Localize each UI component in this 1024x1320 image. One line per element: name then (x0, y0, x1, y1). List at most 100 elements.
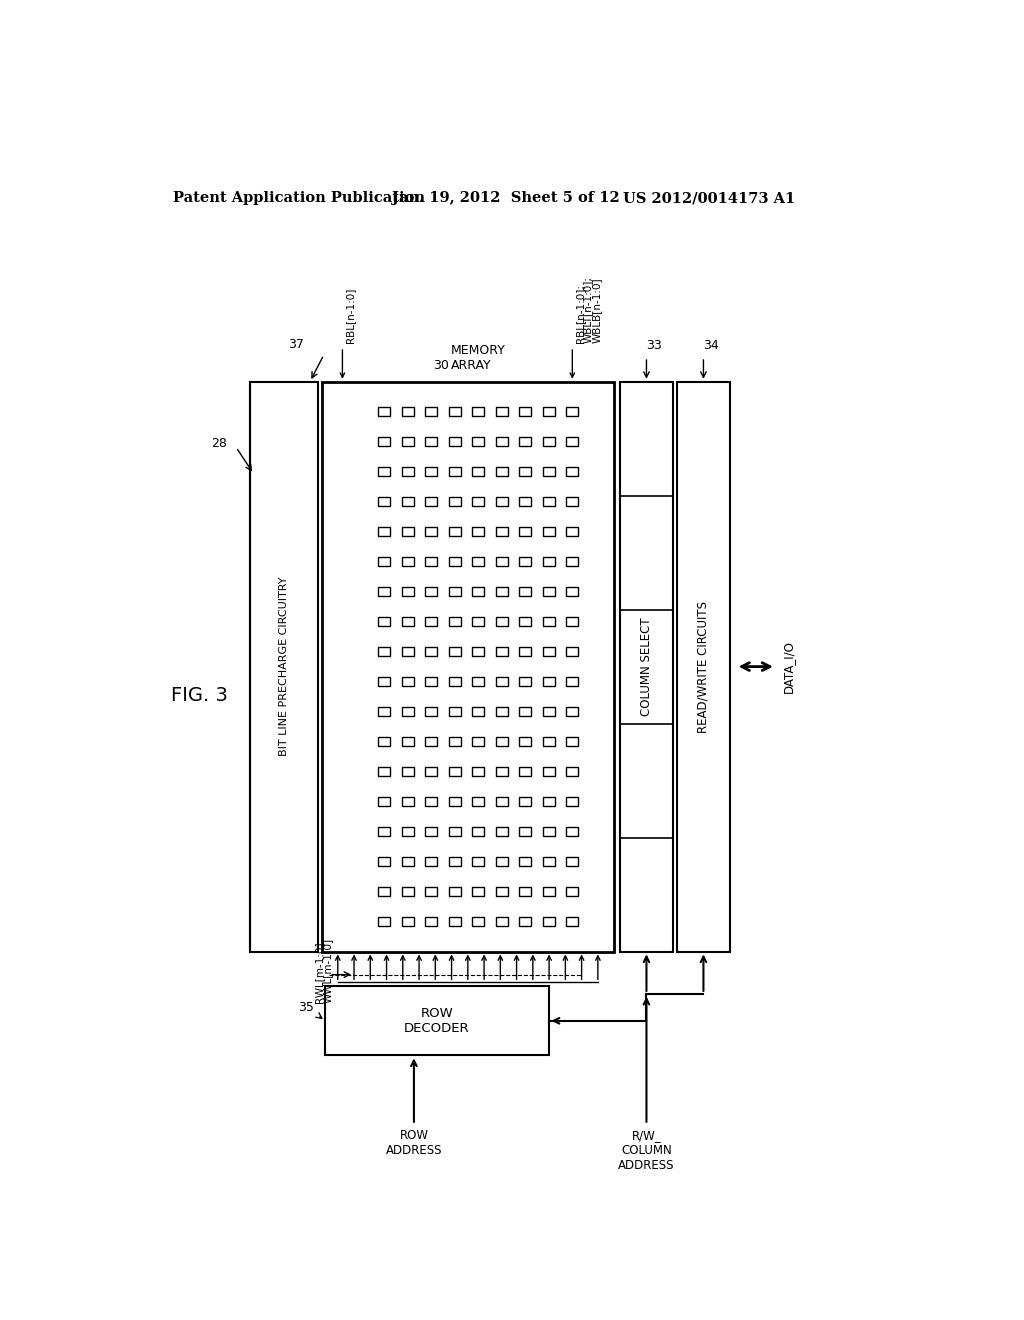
Bar (425, 437, 437, 446)
Bar (496, 467, 508, 477)
Bar (401, 527, 414, 536)
Bar (425, 616, 437, 626)
Bar (425, 677, 437, 686)
Text: 33: 33 (646, 339, 663, 352)
Text: 35: 35 (298, 1001, 313, 1014)
Bar (378, 587, 390, 597)
Text: WBLB[n-1:0]: WBLB[n-1:0] (592, 277, 601, 343)
Bar (401, 857, 414, 866)
Bar (425, 587, 437, 597)
Bar (566, 407, 579, 416)
Bar (378, 437, 390, 446)
Bar (378, 797, 390, 807)
Bar (378, 767, 390, 776)
Bar (496, 797, 508, 807)
Bar (449, 887, 461, 896)
Bar (519, 917, 531, 927)
Text: ROW
DECODER: ROW DECODER (404, 1007, 470, 1035)
Bar (519, 407, 531, 416)
Text: MEMORY
ARRAY: MEMORY ARRAY (451, 345, 506, 372)
Bar (425, 557, 437, 566)
Bar (425, 797, 437, 807)
Bar (543, 708, 555, 717)
Text: 34: 34 (703, 339, 719, 352)
Bar (472, 826, 484, 836)
Bar (543, 527, 555, 536)
Bar (543, 737, 555, 746)
Text: RBL[n-1:0]: RBL[n-1:0] (345, 288, 354, 343)
Bar (566, 498, 579, 507)
Bar (326, 986, 549, 1056)
Bar (519, 467, 531, 477)
Bar (472, 437, 484, 446)
Bar (566, 708, 579, 717)
Text: RBL[n-1:0];: RBL[n-1:0]; (574, 284, 585, 343)
Text: FIG. 3: FIG. 3 (171, 685, 228, 705)
Bar (472, 887, 484, 896)
Bar (566, 437, 579, 446)
Bar (543, 647, 555, 656)
Bar (401, 708, 414, 717)
Bar (519, 616, 531, 626)
Bar (472, 407, 484, 416)
Bar (496, 437, 508, 446)
Bar (496, 917, 508, 927)
Bar (519, 857, 531, 866)
Bar (449, 467, 461, 477)
Bar (449, 587, 461, 597)
Bar (496, 677, 508, 686)
Text: 28: 28 (211, 437, 226, 450)
Bar (401, 498, 414, 507)
Bar (401, 797, 414, 807)
Bar (425, 647, 437, 656)
Bar (449, 437, 461, 446)
Bar (543, 616, 555, 626)
Bar (378, 557, 390, 566)
Bar (543, 826, 555, 836)
Bar (472, 917, 484, 927)
Text: Jan. 19, 2012  Sheet 5 of 12: Jan. 19, 2012 Sheet 5 of 12 (392, 191, 621, 206)
Text: 37: 37 (288, 338, 303, 351)
Bar (425, 887, 437, 896)
Bar (378, 887, 390, 896)
Bar (401, 557, 414, 566)
Bar (496, 616, 508, 626)
Text: Patent Application Publication: Patent Application Publication (173, 191, 425, 206)
Bar (378, 467, 390, 477)
Text: ROW
ADDRESS: ROW ADDRESS (386, 1129, 442, 1156)
Text: BIT LINE PRECHARGE CIRCUITRY: BIT LINE PRECHARGE CIRCUITRY (279, 577, 289, 756)
Bar (378, 616, 390, 626)
Bar (519, 498, 531, 507)
Bar (519, 527, 531, 536)
Bar (401, 587, 414, 597)
Bar (378, 857, 390, 866)
Bar (449, 616, 461, 626)
Bar (677, 381, 730, 952)
Bar (401, 407, 414, 416)
Bar (472, 616, 484, 626)
Bar (543, 498, 555, 507)
Bar (449, 557, 461, 566)
Bar (566, 527, 579, 536)
Text: R/W_
COLUMN
ADDRESS: R/W_ COLUMN ADDRESS (618, 1129, 675, 1172)
Bar (496, 887, 508, 896)
Bar (250, 381, 317, 952)
Bar (378, 407, 390, 416)
Bar (425, 767, 437, 776)
Bar (472, 708, 484, 717)
Bar (519, 647, 531, 656)
Bar (425, 527, 437, 536)
Text: READ/WRITE CIRCUITS: READ/WRITE CIRCUITS (697, 601, 710, 733)
Bar (472, 647, 484, 656)
Bar (472, 797, 484, 807)
Bar (496, 767, 508, 776)
Bar (472, 587, 484, 597)
Bar (425, 708, 437, 717)
Bar (401, 437, 414, 446)
Bar (425, 857, 437, 866)
Bar (519, 887, 531, 896)
Bar (472, 557, 484, 566)
Text: COLUMN SELECT: COLUMN SELECT (640, 618, 653, 715)
Bar (401, 467, 414, 477)
Bar (621, 381, 673, 952)
